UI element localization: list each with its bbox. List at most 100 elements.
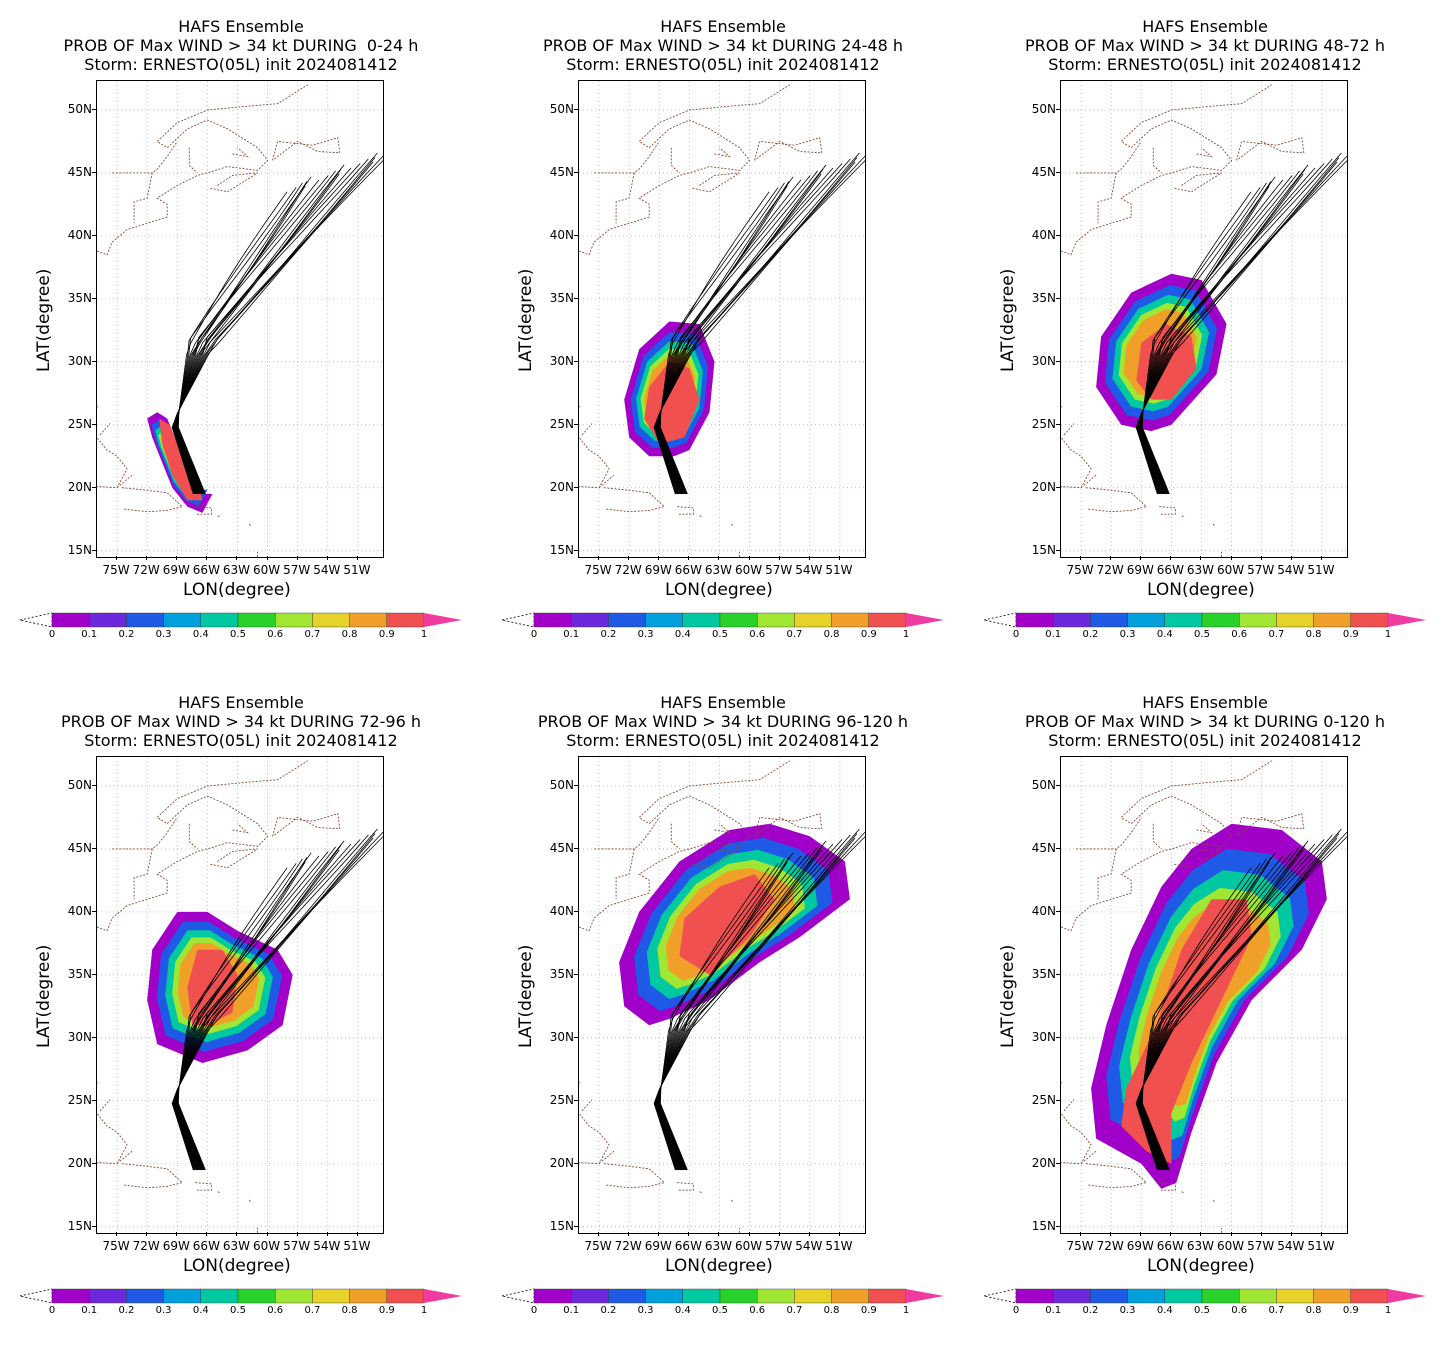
lat-tick-mark [574,1162,578,1164]
lon-tick-label: 63W [1186,1239,1215,1253]
lat-tick-label: 20N [549,1155,574,1170]
lon-tick-label: 51W [825,563,853,577]
map-panel-6: HAFS Ensemble PROB OF Max WIND > 34 kt DU… [964,676,1446,1352]
coastline [116,1150,133,1165]
coastline [272,813,341,837]
lon-tick-mark [236,556,238,560]
colorbar-segment [682,1288,721,1304]
lat-tick-label: 20N [67,479,92,494]
ensemble-track [173,158,369,495]
map-canvas [97,757,383,1233]
x-axis-label: LON(degree) [665,1256,773,1276]
panel-title-line2: PROB OF Max WIND > 34 kt DURING 0-24 h [63,36,419,55]
ensemble-track [1135,160,1347,495]
colorbar-label: 0.4 [674,1305,691,1316]
map-canvas [579,81,865,557]
colorbar-label: 0.5 [230,1305,246,1316]
colorbar-over-arrow [1388,613,1426,627]
colorbar-label: 0.6 [1231,629,1248,640]
coastline [579,760,790,932]
colorbar-segment [1090,1288,1128,1304]
ensemble-track [175,170,336,495]
coastline [217,515,220,518]
lon-tick-label: 66W [192,1239,220,1253]
lon-tick-mark [1140,1232,1142,1236]
colorbar-segment [386,612,425,628]
lon-tick-mark [658,556,660,560]
lon-tick-label: 69W [644,563,672,577]
coastline [209,848,258,869]
coastline [579,1112,610,1165]
colorbar-segment [794,1288,832,1304]
coastline [232,823,249,834]
colorbar-segment [1276,1288,1314,1304]
lon-tick-mark [1260,1232,1262,1236]
map-frame [1060,756,1348,1234]
border-line [112,817,178,850]
lon-tick-label: 66W [1156,563,1184,577]
colorbar-label: 0.1 [81,629,98,640]
lon-tick-mark [658,1232,660,1236]
lon-tick-mark [356,556,358,560]
y-axis-label: LAT(degree) [998,944,1018,1048]
y-axis-label: LAT(degree) [516,268,536,372]
colorbar-segment [1313,612,1352,628]
lat-tick-mark [574,1099,578,1101]
lon-tick-mark [778,556,780,560]
lat-tick-mark [92,360,96,362]
colorbar-label: 0.5 [712,1305,728,1316]
coastline [1196,147,1213,158]
colorbar-label: 0 [48,629,56,640]
colorbar-label: 0.8 [341,629,358,640]
lat-tick-mark [1056,171,1060,173]
ensemble-track [653,160,865,495]
lon-tick-mark [356,1232,358,1236]
colorbar-segment [719,1288,758,1304]
coastline [1086,487,1148,513]
colorbar-segment [163,1288,202,1304]
lat-tick-label: 15N [1031,542,1056,557]
lon-tick-mark [176,556,178,560]
lat-tick-label: 20N [67,1155,92,1170]
colorbar-label: 0.4 [192,629,209,640]
lat-tick-mark [1056,847,1060,849]
colorbar-segment [794,612,832,628]
lon-tick-label: 60W [1217,1239,1245,1253]
colorbar-segment [757,1288,795,1304]
colorbar-label: 0.6 [749,1305,766,1316]
coastline [1061,405,1063,408]
lon-tick-mark [266,556,268,560]
lon-tick-label: 69W [644,1239,672,1253]
lat-tick-label: 25N [67,1092,92,1107]
lat-tick-label: 45N [67,840,92,855]
border-line [133,848,153,900]
coastline [1196,823,1213,834]
lat-tick-label: 35N [549,290,574,305]
colorbar-under-arrow [19,612,53,628]
lon-tick-label: 51W [825,1239,853,1253]
colorbar-segment [1276,612,1314,628]
panel-title-line2: PROB OF Max WIND > 34 kt DURING 72-96 h [61,712,421,731]
colorbar-label: 0.1 [563,1305,580,1316]
lat-tick-mark [92,1036,96,1038]
coastline [195,506,212,515]
lon-tick-mark [1170,556,1172,560]
colorbar-over-arrow [424,613,462,627]
lat-tick-label: 45N [67,164,92,179]
colorbar-segment [1127,612,1166,628]
probability-core [1121,899,1252,1164]
colorbar-segment [868,1288,907,1304]
lon-tick-mark [1260,556,1262,560]
colorbar-segment [1015,1288,1054,1304]
lon-tick-mark [266,1232,268,1236]
ensemble-track [1135,836,1347,1171]
lat-tick-label: 30N [1031,1029,1056,1044]
colorbar-under-arrow [501,1288,535,1304]
lon-tick-mark [718,556,720,560]
lon-tick-mark [1080,556,1082,560]
map-frame [578,80,866,558]
lat-tick-label: 40N [1031,903,1056,918]
lat-tick-label: 25N [1031,1092,1056,1107]
panel-title-line1: HAFS Ensemble [178,17,304,36]
lon-tick-label: 72W [1096,563,1124,577]
